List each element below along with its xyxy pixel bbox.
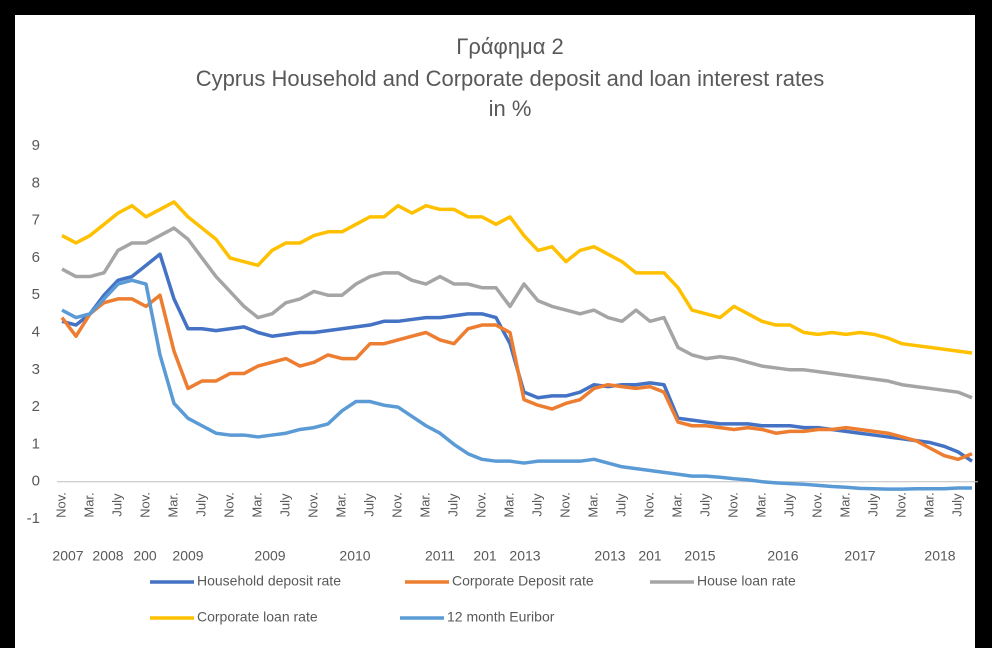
x-tick-label: Mar. (501, 492, 516, 517)
x-tick-label: July (865, 493, 880, 517)
x-tick-label: Nov. (53, 492, 68, 518)
x-tick-label: Mar. (333, 492, 348, 517)
year-label: 2013 (509, 548, 540, 564)
x-tick-label: Nov. (893, 492, 908, 518)
x-tick-label: Nov. (221, 492, 236, 518)
year-label: 2016 (767, 548, 798, 564)
x-tick-label: Mar. (921, 492, 936, 517)
x-tick-label: Mar. (165, 492, 180, 517)
x-tick-label: Mar. (249, 492, 264, 517)
x-tick-label: July (277, 493, 292, 517)
year-label: 2010 (339, 548, 370, 564)
x-tick-label: Nov. (557, 492, 572, 518)
y-tick-label: -1 (27, 510, 40, 527)
x-tick-label: July (697, 493, 712, 517)
x-tick-label: July (445, 493, 460, 517)
year-label: 2007 (52, 548, 83, 564)
x-tick-label: Nov. (305, 492, 320, 518)
year-label: 2018 (924, 548, 955, 564)
x-tick-label: Mar. (81, 492, 96, 517)
legend-label: 12 month Euribor (447, 609, 555, 625)
year-label: 201 (473, 548, 497, 564)
x-tick-label: July (949, 493, 964, 517)
legend-label: Household deposit rate (197, 573, 341, 589)
year-label: 2008 (92, 548, 123, 564)
y-tick-label: 8 (32, 174, 40, 191)
y-tick-label: 3 (32, 361, 40, 378)
year-label: 2011 (425, 548, 455, 564)
legend-label: Corporate Deposit rate (452, 573, 594, 589)
series-line (60, 293, 973, 462)
y-tick-label: 6 (32, 249, 40, 266)
series-line (61, 226, 973, 400)
chart-subtitle: Cyprus Household and Corporate deposit a… (196, 66, 825, 91)
y-tick-label: 2 (32, 398, 40, 415)
x-tick-label: Mar. (585, 492, 600, 517)
x-tick-label: Mar. (417, 492, 432, 517)
x-tick-label: July (781, 493, 796, 517)
x-tick-label: Nov. (137, 492, 152, 518)
legend-label: Corporate loan rate (197, 609, 318, 625)
y-tick-label: 7 (32, 212, 40, 229)
x-tick-label: July (529, 493, 544, 517)
y-tick-label: 9 (32, 137, 40, 154)
year-label: 2009 (254, 548, 285, 564)
legend-label: House loan rate (697, 573, 796, 589)
x-tick-label: Nov. (641, 492, 656, 518)
x-tick-label: Mar. (753, 492, 768, 517)
x-tick-label: Nov. (389, 492, 404, 518)
x-tick-label: July (193, 493, 208, 517)
x-tick-label: Mar. (669, 492, 684, 517)
y-tick-label: 4 (32, 323, 40, 340)
year-label: 2013 (594, 548, 625, 564)
x-tick-label: Mar. (837, 492, 852, 517)
year-label: 201 (638, 548, 662, 564)
x-tick-label: Nov. (725, 492, 740, 518)
unit-label: in % (489, 96, 532, 121)
x-tick-label: July (109, 493, 124, 517)
y-tick-label: 5 (32, 286, 40, 303)
chart-title: Γράφημα 2 (456, 34, 564, 59)
x-tick-label: Nov. (809, 492, 824, 518)
x-tick-label: July (361, 493, 376, 517)
x-tick-label: Nov. (473, 492, 488, 518)
series-line (61, 278, 972, 491)
year-label: 200 (133, 548, 157, 564)
year-label: 2015 (684, 548, 715, 564)
year-label: 2017 (844, 548, 875, 564)
chart-background (15, 15, 975, 648)
series-line (61, 200, 973, 355)
y-tick-label: 1 (32, 435, 40, 452)
x-tick-label: July (613, 493, 628, 517)
year-label: 2009 (172, 548, 203, 564)
y-tick-label: 0 (32, 473, 40, 490)
